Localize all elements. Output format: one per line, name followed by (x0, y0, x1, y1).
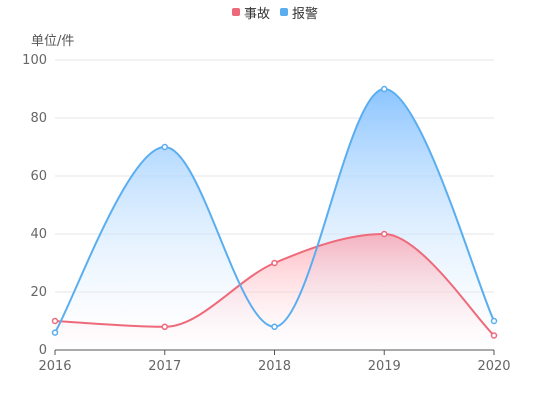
series-area-0 (55, 234, 494, 350)
legend-label-accident: 事故 (243, 6, 270, 22)
y-tick-label: 100 (22, 53, 47, 68)
x-tick-label: 2017 (148, 359, 181, 374)
data-point-0 (51, 317, 59, 325)
x-tick-label: 2020 (477, 359, 510, 374)
y-axis-unit-label: 单位/件 (31, 34, 75, 49)
series-areas (55, 89, 494, 350)
x-tick-label: 2016 (38, 359, 71, 374)
data-point-0 (271, 259, 278, 267)
legend-item-accident[interactable]: 事故 (231, 3, 270, 22)
data-point-0 (490, 332, 498, 339)
legend-swatch-accident (231, 8, 240, 16)
tick-labels: 0 20 40 60 80 100 2016 2017 2018 2019 2020 (22, 53, 510, 374)
data-point-1 (271, 323, 278, 331)
data-point-0 (161, 323, 168, 331)
y-tick-label: 20 (30, 285, 47, 300)
x-tick-label: 2019 (368, 359, 401, 374)
y-tick-label: 80 (30, 111, 47, 126)
y-tick-label: 0 (39, 343, 47, 358)
legend-label-alarm: 报警 (292, 6, 319, 22)
legend-swatch-alarm (280, 8, 288, 16)
axes (54, 349, 495, 355)
data-points (51, 85, 498, 339)
data-point-1 (381, 85, 388, 93)
data-point-1 (51, 329, 59, 336)
data-point-1 (490, 317, 498, 325)
legend-item-alarm[interactable]: 报警 (280, 3, 318, 22)
data-point-0 (381, 230, 388, 238)
x-tick-label: 2018 (258, 359, 291, 374)
y-tick-label: 40 (30, 227, 47, 242)
y-tick-label: 60 (30, 169, 47, 184)
data-point-1 (161, 143, 168, 151)
chart-legend: 事故 报警 (0, 3, 550, 22)
